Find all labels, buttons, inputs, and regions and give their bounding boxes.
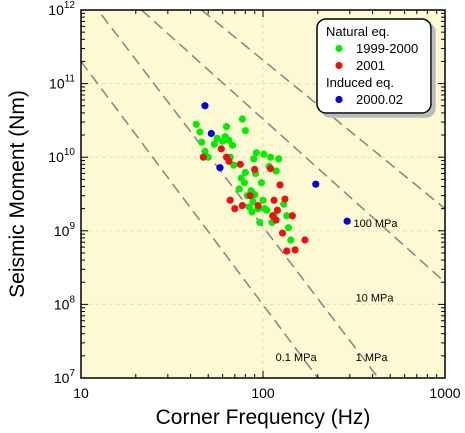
data-point — [241, 168, 249, 177]
x-tick-label: 100 — [251, 385, 275, 401]
y-tick-label-exponent: 7 — [69, 368, 75, 379]
data-point — [250, 155, 258, 163]
data-point — [284, 224, 293, 232]
y-axis-title: Seismic Moment (Nm) — [6, 90, 29, 298]
data-point — [266, 165, 275, 173]
stress-drop-labels: 0.1 MPa 1 MPa 10 MPa 100 MPa — [276, 218, 399, 364]
legend-entry-label: 2001 — [356, 58, 385, 73]
data-point — [254, 201, 262, 210]
data-point — [257, 179, 266, 187]
data-point — [251, 165, 259, 174]
legend-marker — [335, 44, 343, 53]
stress-drop-label: 1 MPa — [356, 352, 389, 364]
data-point — [207, 129, 215, 138]
data-point — [241, 126, 249, 135]
data-point — [210, 140, 218, 148]
data-point — [270, 196, 278, 204]
data-point — [259, 196, 267, 204]
y-tick-label-base: 10 — [48, 149, 64, 165]
y-tick-label: 1010 — [48, 147, 75, 165]
y-tick-label-base: 10 — [49, 76, 65, 92]
y-tick-label-exponent: 12 — [64, 0, 76, 11]
y-tick-label: 109 — [54, 221, 76, 239]
stress-drop-line — [81, 60, 319, 378]
data-point — [240, 179, 248, 187]
data-point — [256, 218, 264, 227]
y-tick-label-base: 10 — [54, 370, 70, 386]
data-point — [312, 180, 320, 188]
data-point — [216, 164, 224, 172]
data-point — [287, 236, 295, 244]
y-tick-label-base: 10 — [54, 296, 70, 312]
stress-drop-line — [96, 10, 379, 378]
x-tick-label: 10 — [73, 385, 89, 401]
data-point — [238, 201, 246, 210]
y-tick-label-exponent: 9 — [69, 221, 75, 232]
stress-drop-label: 100 MPa — [353, 218, 398, 230]
legend-marker — [335, 95, 343, 104]
data-point — [238, 115, 246, 123]
data-point — [201, 147, 209, 155]
data-point — [278, 229, 287, 237]
x-axis-title: Corner Frequency (Hz) — [156, 406, 371, 429]
y-tick-label: 1012 — [48, 0, 75, 18]
axis-ticks — [80, 10, 446, 379]
stress-drop-label: 10 MPa — [356, 292, 395, 304]
stress-drop-label: 0.1 MPa — [276, 352, 318, 364]
legend-group-title: Natural eq. — [326, 24, 390, 39]
data-point — [228, 141, 237, 149]
y-tick-label-base: 10 — [54, 223, 70, 239]
data-point — [276, 181, 284, 189]
data-point — [235, 185, 243, 193]
data-point — [272, 216, 280, 224]
data-point — [275, 155, 283, 163]
legend-group-title: Induced eq. — [326, 75, 394, 90]
data-point — [260, 150, 268, 158]
data-point — [213, 134, 221, 143]
data-point — [266, 153, 275, 161]
data-point — [192, 120, 200, 128]
x-tick-label: 1000 — [429, 385, 460, 401]
data-point — [263, 206, 271, 214]
y-tick-label: 1011 — [49, 74, 75, 92]
data-points — [192, 102, 351, 255]
legend-entry-label: 2000.02 — [356, 92, 403, 107]
data-point — [252, 149, 261, 157]
data-point — [222, 123, 231, 131]
data-point — [273, 206, 282, 214]
data-point — [288, 212, 296, 220]
y-tick-label-base: 10 — [48, 2, 64, 18]
y-tick-label-exponent: 11 — [65, 74, 76, 85]
data-point — [201, 102, 209, 110]
y-tick-label: 107 — [54, 368, 76, 386]
data-point — [301, 236, 309, 244]
data-point — [249, 197, 257, 206]
y-tick-label-exponent: 10 — [64, 147, 76, 158]
data-point — [283, 212, 291, 220]
data-point — [226, 196, 234, 204]
data-point — [225, 157, 233, 165]
data-point — [291, 246, 299, 254]
data-point — [225, 136, 233, 144]
data-point — [231, 205, 239, 213]
data-point — [217, 145, 225, 153]
data-point — [199, 153, 207, 161]
data-point — [236, 160, 244, 168]
data-point — [272, 167, 280, 175]
data-point — [283, 247, 291, 255]
y-tick-label-exponent: 8 — [69, 294, 75, 305]
data-point — [248, 208, 256, 216]
legend-marker — [335, 61, 343, 70]
data-point — [281, 195, 289, 203]
legend-box — [316, 18, 432, 114]
data-point — [343, 217, 351, 225]
data-point — [198, 138, 206, 146]
data-point — [196, 128, 204, 136]
data-point — [246, 192, 254, 200]
y-tick-label: 108 — [54, 294, 76, 312]
legend: Natural eq. 1999-2000 2001 Induced eq. 2000.… — [316, 18, 432, 114]
legend-entry-label: 1999-2000 — [356, 41, 418, 56]
